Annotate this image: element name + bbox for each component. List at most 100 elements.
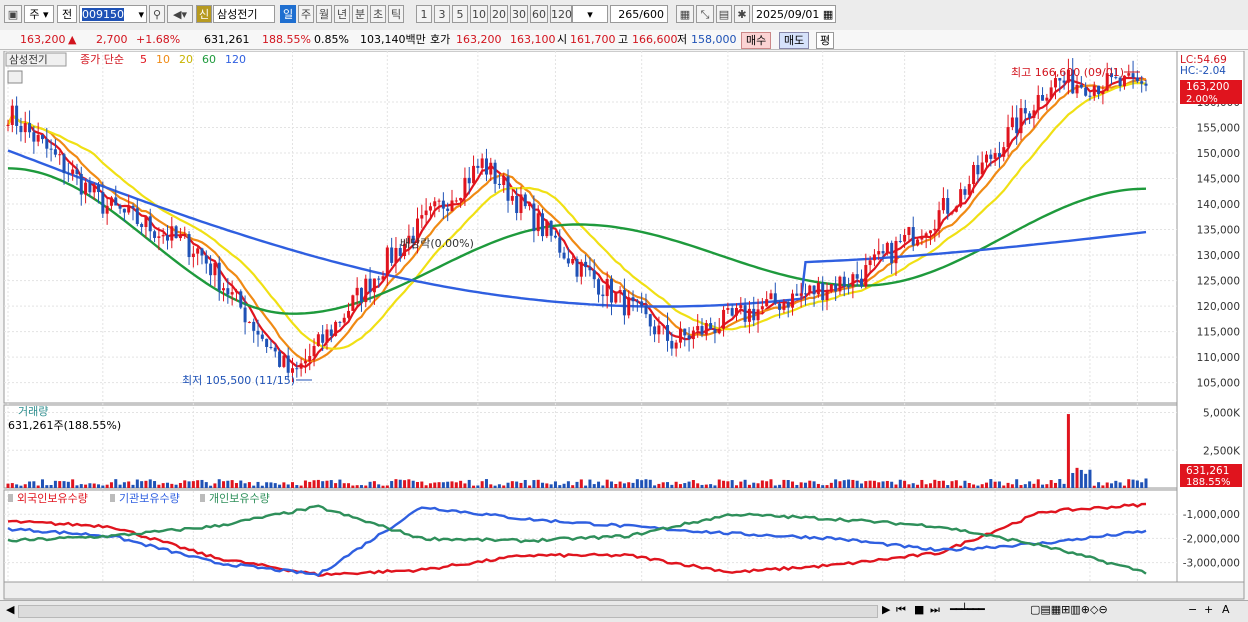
main-toolbar: ▣ 주 ▾ 전 009150 ▾ ⚲ ◀▾ 신 삼성전기 ▾ 265/600 ▦ … [0, 0, 1248, 31]
volume-bar [506, 482, 510, 488]
candle-body [985, 154, 989, 163]
candle-body [510, 195, 514, 201]
candle-body [803, 293, 807, 295]
candle-body [872, 254, 876, 261]
volume-bar [734, 485, 738, 488]
number-tab-20[interactable]: 20 [490, 5, 508, 23]
candle-body [385, 247, 389, 277]
volume-bar [885, 480, 889, 488]
candle-body [747, 308, 751, 322]
candle-body [928, 230, 932, 234]
volume-bar [769, 479, 773, 488]
number-tab-5[interactable]: 5 [452, 5, 468, 23]
period-tab-4[interactable]: 분 [352, 5, 368, 23]
last-icon[interactable]: ⏭ [930, 603, 940, 616]
candle-body [71, 169, 75, 174]
even-button[interactable]: 평 [816, 32, 835, 49]
bottom-scrollbar[interactable]: ◀ ▶ ⏮ ■ ⏭ ━━┷━━━ ▢▤▦⊞▥⊕◇⊖ − + A [0, 600, 1248, 622]
sell-button[interactable]: 매도 [779, 32, 810, 49]
number-tab-1[interactable]: 1 [416, 5, 432, 23]
gear-icon[interactable]: ✱ [734, 5, 750, 23]
period-tab-0[interactable]: 일 [280, 5, 296, 23]
investor-lines [7, 502, 1147, 578]
candle-body [734, 307, 738, 316]
font-icon[interactable]: A [1222, 603, 1230, 616]
volume-bar [105, 484, 109, 488]
volume-bar [135, 479, 139, 488]
volume-bar [144, 480, 148, 488]
code-input[interactable]: 009150 ▾ [79, 5, 147, 23]
count-field[interactable]: 265/600 [610, 5, 668, 23]
candle-body [243, 307, 247, 323]
market-select[interactable]: 주 ▾ [24, 5, 54, 23]
number-tab-30[interactable]: 30 [510, 5, 528, 23]
volume-bar [704, 484, 708, 488]
candle-body [683, 328, 687, 336]
volume-bar [79, 484, 83, 488]
prev-select[interactable]: 전 [57, 5, 77, 23]
price-tick-label: 115,000 [1197, 327, 1240, 339]
period-tab-1[interactable]: 주 [298, 5, 314, 23]
candle-body [816, 282, 820, 295]
zoom-out-icon[interactable]: − [1188, 603, 1198, 616]
scroll-left-icon[interactable]: ◀ [6, 603, 15, 616]
speaker-icon[interactable]: ◀▾ [167, 5, 193, 23]
window-icon[interactable]: ▣ [4, 5, 22, 23]
volume-bar [730, 480, 734, 488]
resize-icon[interactable]: ⤡ [696, 5, 714, 23]
candle-body [476, 165, 480, 168]
layout-icons[interactable]: ▢▤▦⊞▥⊕◇⊖ [1030, 603, 1108, 616]
grid-icon[interactable] [7, 70, 23, 84]
scroll-right-icon[interactable]: ▶ [882, 603, 891, 616]
candle-body [273, 347, 277, 352]
candle-body [739, 305, 743, 308]
volume-bar [282, 482, 286, 488]
number-tab-60[interactable]: 60 [530, 5, 548, 23]
first-icon[interactable]: ⏮ [896, 603, 906, 616]
period-tab-3[interactable]: 년 [334, 5, 350, 23]
zoom-slider[interactable]: ━━┷━━━ [950, 603, 985, 616]
candle-body [834, 284, 838, 292]
scroll-track[interactable] [18, 605, 878, 618]
date-field[interactable]: 2025/09/01 ▦ [752, 5, 836, 23]
lc-label: LC:54.69 [1180, 54, 1227, 66]
candle-body [1023, 108, 1027, 114]
legend-name-box[interactable] [5, 52, 67, 67]
dropdown-spacer[interactable]: ▾ [572, 5, 608, 23]
candle-body [713, 329, 717, 334]
period-tab-6[interactable]: 틱 [388, 5, 404, 23]
candle-body [614, 291, 618, 303]
candle-body [1135, 77, 1139, 82]
period-tab-5[interactable]: 초 [370, 5, 386, 23]
volume-bar [941, 480, 945, 488]
volume-bar [437, 482, 441, 488]
chart-area[interactable]: 105,000 110,000 115,000 120,000 125,000 130,0… [0, 51, 1248, 600]
number-tab-120[interactable]: 120 [550, 5, 572, 23]
save-icon[interactable]: ▤ [716, 5, 732, 23]
volume-bar [62, 481, 66, 488]
candle-body [88, 182, 92, 193]
period-tab-2[interactable]: 월 [316, 5, 332, 23]
candle-body [618, 290, 622, 292]
grid-icon[interactable]: ▦ [676, 5, 694, 23]
number-tab-3[interactable]: 3 [434, 5, 450, 23]
number-tab-10[interactable]: 10 [470, 5, 488, 23]
search-icon[interactable]: ⚲ [149, 5, 165, 23]
volume-bar [1071, 472, 1075, 488]
zoom-in-icon[interactable]: + [1204, 603, 1214, 616]
candle-body [937, 210, 941, 229]
buy-button[interactable]: 매수 [741, 32, 772, 49]
candle-body [403, 243, 407, 257]
calendar-icon[interactable]: ▦ [822, 8, 834, 21]
candle-body [114, 197, 118, 206]
volume-bar [812, 481, 816, 488]
volume-bar [234, 483, 238, 488]
candle-body [950, 211, 954, 214]
candle-body [131, 206, 135, 209]
volume-bar [127, 481, 131, 488]
candle-body [877, 251, 881, 255]
volume-title: 거래량 [18, 405, 48, 418]
volume-bar [674, 481, 678, 488]
ask2: 163,100 [510, 33, 556, 46]
stop-icon[interactable]: ■ [914, 603, 925, 616]
